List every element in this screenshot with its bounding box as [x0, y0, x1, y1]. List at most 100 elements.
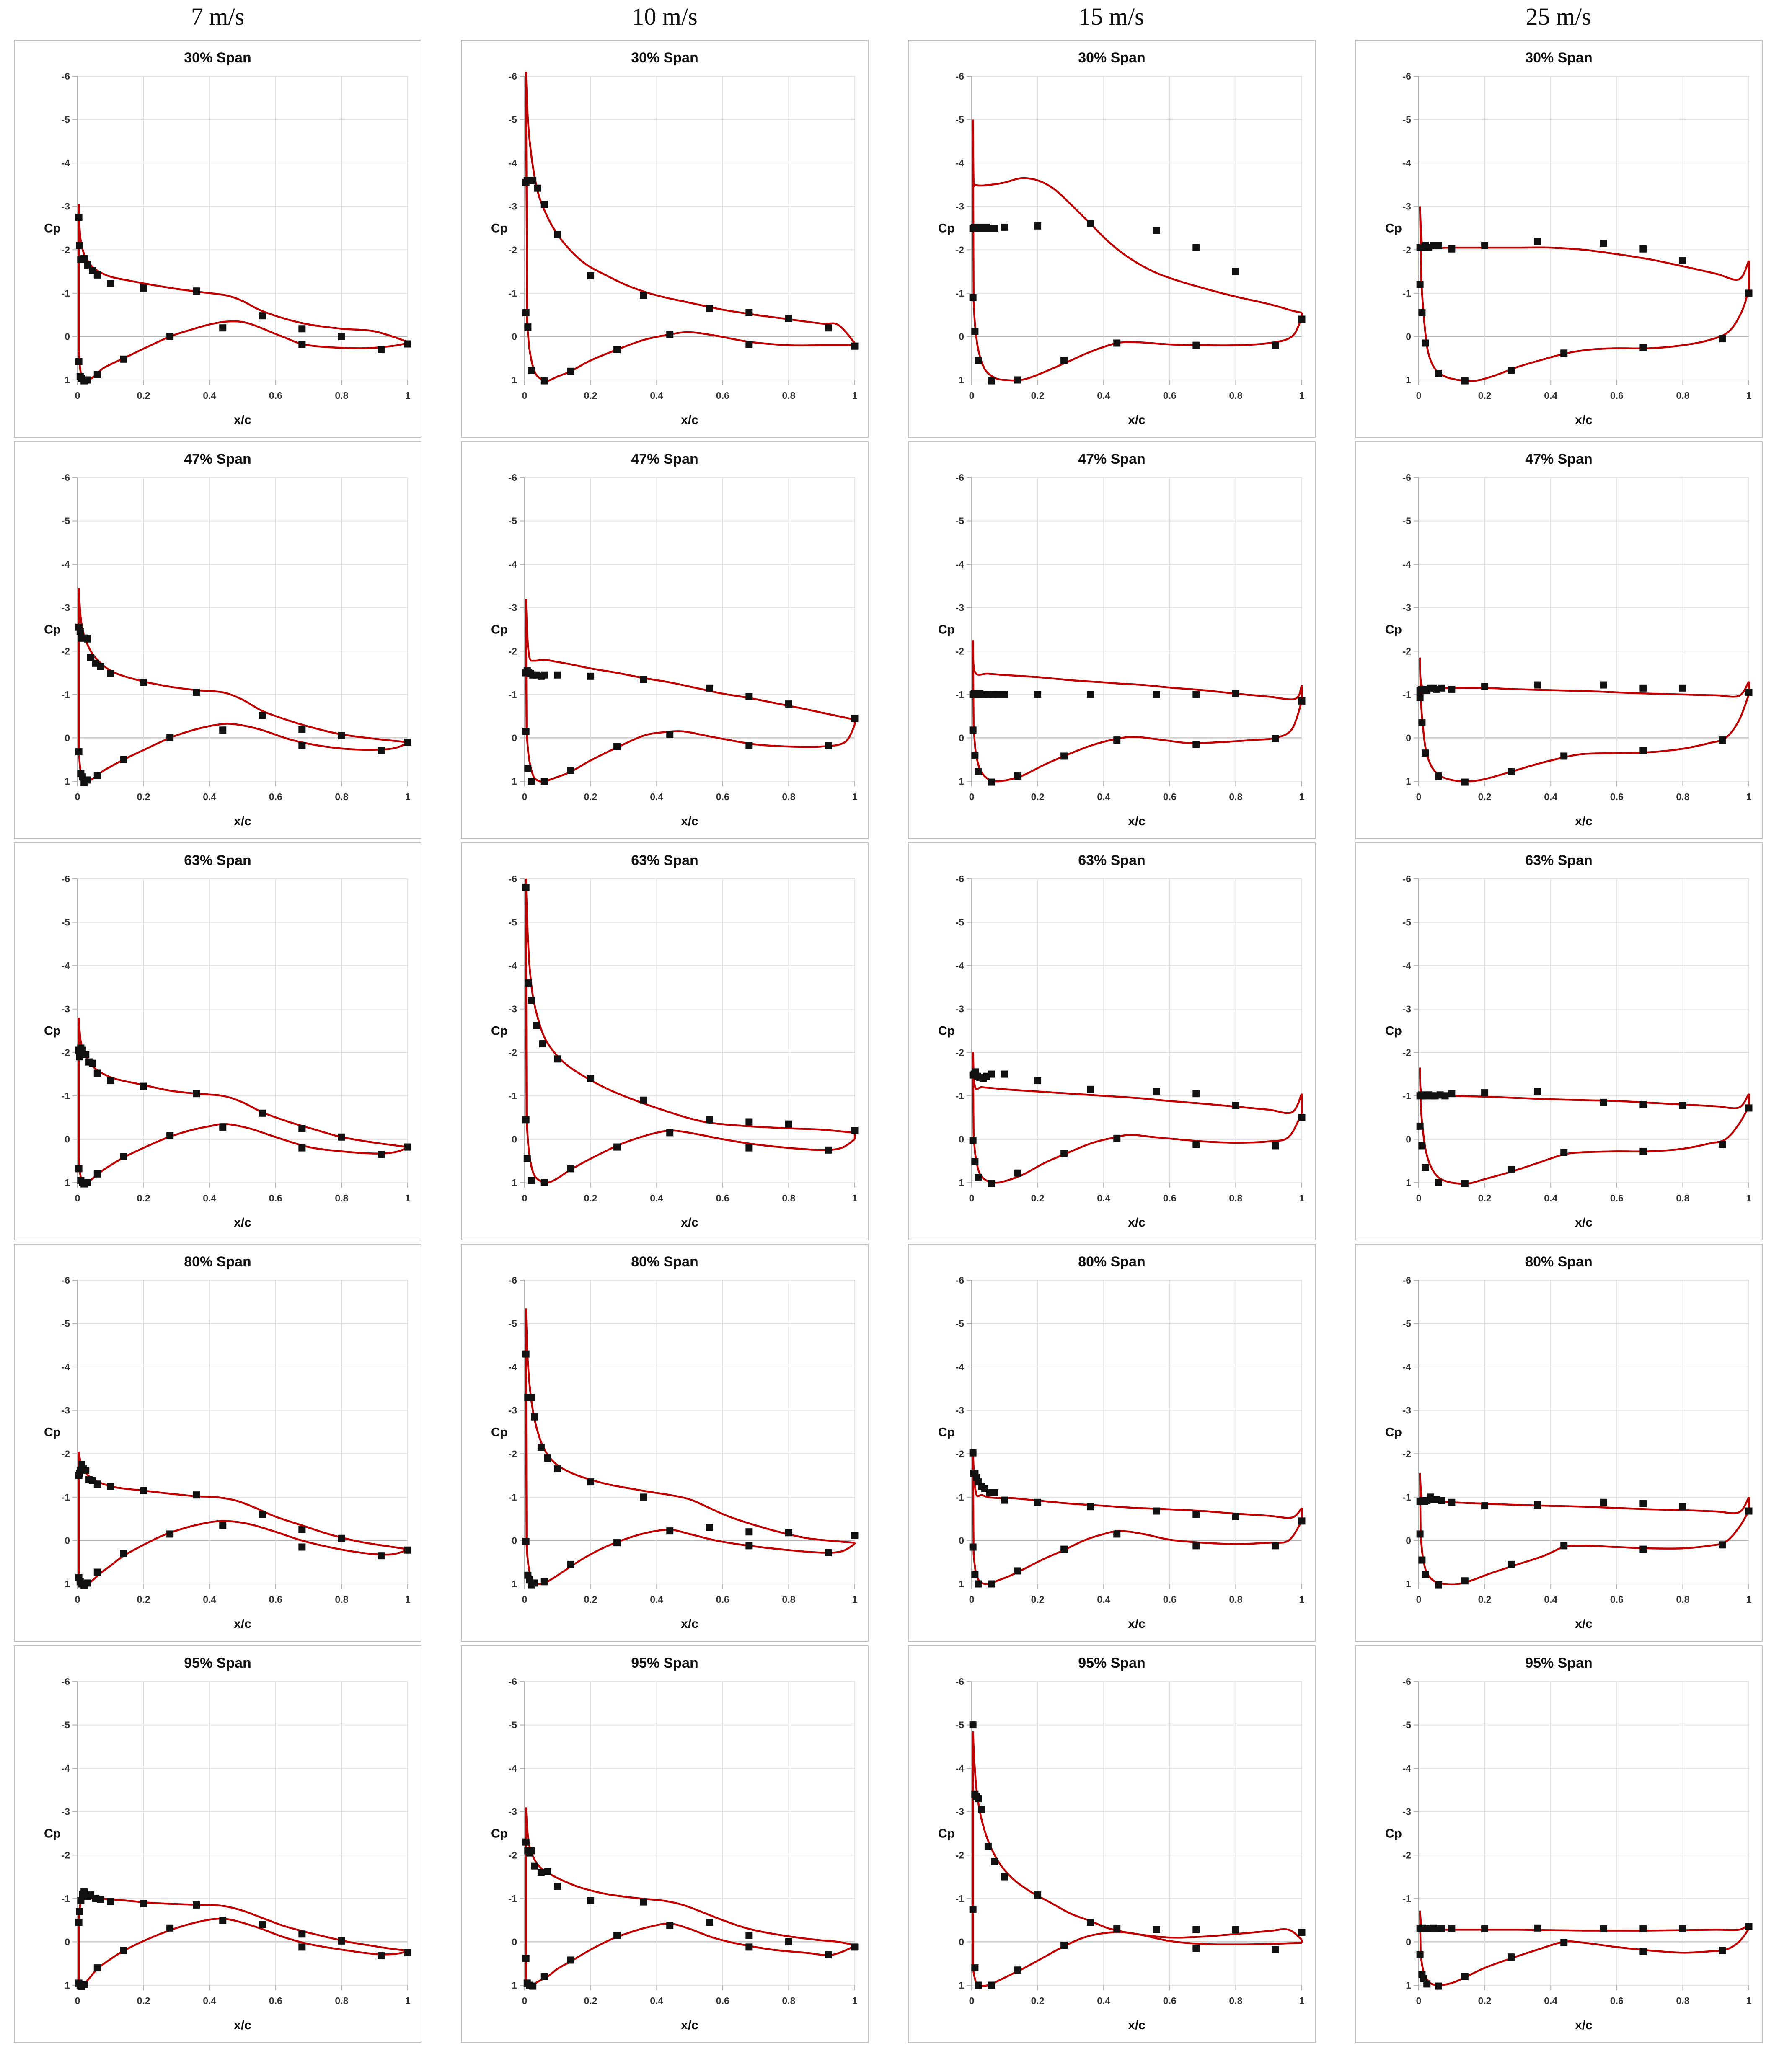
exp-point-marker [1719, 1541, 1726, 1549]
x-tick-label: 0.4 [1544, 1594, 1557, 1605]
x-tick-label: 0.8 [1676, 390, 1689, 401]
exp-point-marker [1232, 1513, 1239, 1520]
exp-point-marker [82, 1467, 90, 1474]
y-tick-label: 0 [512, 331, 517, 342]
exp-point-marker [851, 1943, 859, 1951]
exp-point-marker [531, 1862, 538, 1870]
exp-point-marker [706, 684, 713, 692]
y-tick-label: 1 [1406, 375, 1411, 385]
exp-point-marker [93, 271, 101, 279]
x-tick-label: 0.2 [137, 390, 150, 401]
exp-point-marker [1060, 356, 1068, 364]
exp-point-marker [1418, 719, 1426, 726]
exp-point-marker [1153, 691, 1160, 698]
sim-lower-curve [972, 1113, 1303, 1184]
exp-point-marker [745, 309, 753, 316]
exp-point-marker [93, 1480, 101, 1488]
exp-point-marker [404, 739, 411, 746]
exp-point-marker [120, 1947, 127, 1954]
x-tick-label: 0.4 [650, 1594, 663, 1605]
chart-title: 30% Span [1525, 50, 1593, 66]
x-tick-label: 0.8 [782, 791, 795, 802]
exp-point-marker [975, 1580, 982, 1588]
y-tick-label: -5 [509, 1720, 517, 1731]
x-tick-label: 0.4 [1544, 791, 1557, 802]
exp-point-marker [1192, 1945, 1200, 1952]
sim-lower-curve [972, 1520, 1303, 1585]
y-tick-label: 1 [1406, 1980, 1411, 1991]
y-tick-label: -6 [1403, 472, 1411, 483]
exp-point-marker [975, 356, 982, 364]
exp-point-marker [1113, 736, 1121, 744]
exp-point-marker [1639, 684, 1647, 692]
exp-point-marker [1448, 245, 1456, 253]
y-tick-label: -1 [509, 689, 517, 700]
exp-point-marker [80, 1981, 88, 1988]
exp-points [1416, 681, 1753, 786]
y-tick-label: -3 [62, 1004, 70, 1015]
exp-point-marker [1014, 772, 1021, 780]
x-axis-label: x/c [1128, 814, 1146, 828]
x-tick-label: 0.8 [335, 791, 348, 802]
exp-point-marker [1481, 1502, 1489, 1510]
y-tick-label: -6 [509, 1275, 517, 1286]
x-tick-label: 0.6 [716, 1594, 729, 1605]
y-tick-label: -2 [509, 244, 517, 255]
exp-point-marker [93, 1964, 101, 1972]
chart-panel-25ms-47Span: 47% Span -6 -5 -4 -3 -2 -1 0 1 0 0.2 0.4 0.6 0.8 1 Cp x/… [1355, 441, 1763, 839]
y-tick-label: -3 [509, 602, 517, 613]
x-tick-label: 0.2 [584, 791, 597, 802]
x-tick-label: 0.4 [203, 791, 216, 802]
y-tick-label: 1 [959, 1980, 964, 1991]
y-tick-label: 0 [959, 1936, 964, 1947]
y-tick-label: -1 [956, 288, 965, 299]
y-tick-label: -1 [509, 288, 517, 299]
x-tick-label: 0.8 [335, 1594, 348, 1605]
exp-point-marker [1272, 341, 1279, 349]
exp-point-marker [1153, 227, 1160, 234]
exp-point-marker [1719, 736, 1726, 744]
exp-point-marker [1087, 1085, 1094, 1093]
exp-point-marker [1192, 1511, 1200, 1518]
exp-point-marker [193, 287, 200, 295]
sim-upper-curve [972, 640, 1303, 700]
exp-point-marker [84, 261, 91, 269]
x-tick-label: 1 [852, 1193, 858, 1204]
y-tick-label: -2 [62, 1850, 70, 1860]
x-tick-label: 0 [1416, 791, 1422, 802]
chart-panel-7ms-30Span: 30% Span -6 -5 -4 -3 -2 -1 0 1 0 0.2 0.4 0.6 0.8 1 Cp x/… [14, 40, 421, 438]
y-axis-label: Cp [491, 623, 508, 637]
exp-point-marker [338, 732, 345, 739]
x-tick-label: 0.8 [335, 1193, 348, 1204]
x-tick-label: 1 [852, 791, 858, 802]
exp-point-marker [1560, 1939, 1568, 1946]
exp-point-marker [75, 1919, 83, 1926]
exp-point-marker [219, 726, 227, 734]
chart-title: 63% Span [631, 852, 698, 868]
y-tick-label: -4 [509, 1361, 517, 1372]
exp-points [75, 1461, 411, 1589]
y-tick-label: -6 [509, 71, 517, 82]
exp-point-marker [523, 1155, 531, 1162]
y-tick-label: 0 [959, 1134, 964, 1144]
exp-point-marker [1534, 681, 1541, 689]
y-axis-label: Cp [491, 1024, 508, 1038]
exp-point-marker [1461, 1180, 1469, 1187]
x-tick-label: 1 [405, 390, 411, 401]
exp-point-marker [666, 1129, 674, 1137]
y-tick-label: -4 [509, 1763, 517, 1774]
exp-point-marker [554, 1055, 561, 1063]
x-tick-label: 0.4 [203, 1193, 216, 1204]
exp-point-marker [1418, 1556, 1426, 1564]
exp-point-marker [991, 1858, 998, 1865]
exp-point-marker [1448, 685, 1456, 693]
y-tick-label: -6 [509, 472, 517, 483]
exp-point-marker [988, 377, 995, 385]
y-tick-label: -3 [509, 201, 517, 212]
exp-point-marker [1639, 1948, 1647, 1955]
